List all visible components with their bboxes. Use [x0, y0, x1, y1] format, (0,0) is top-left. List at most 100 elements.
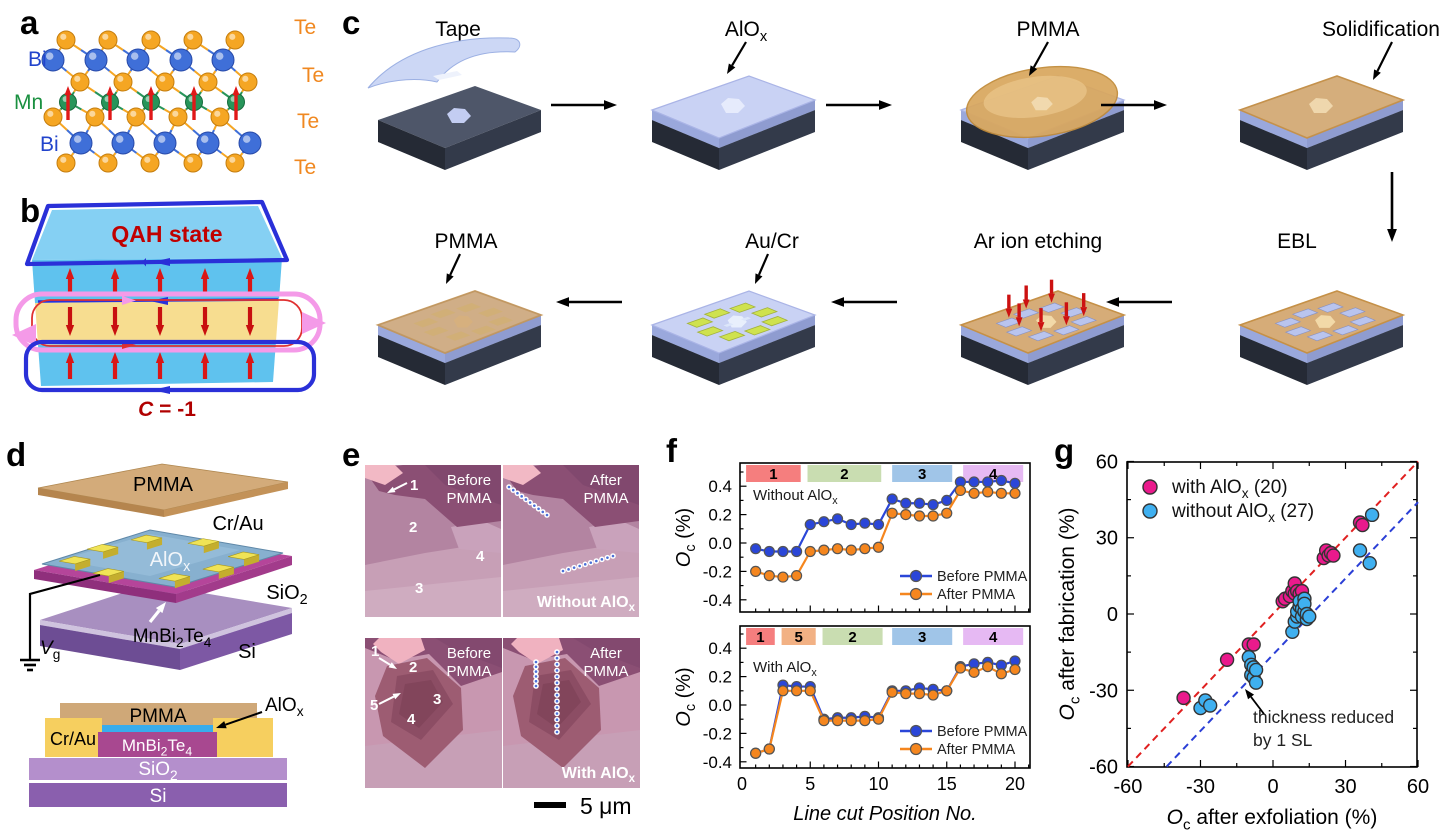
- svg-text:Without AlOx: Without AlOx: [537, 594, 636, 614]
- fabrication-step-tape-illustration: [358, 28, 558, 178]
- svg-text:-30: -30: [1089, 680, 1118, 702]
- step-label-ar-etching: Ar ion etching: [973, 230, 1103, 253]
- svg-text:0.4: 0.4: [708, 639, 732, 658]
- svg-text:-0.2: -0.2: [703, 724, 732, 743]
- svg-text:Mn: Mn: [14, 91, 43, 114]
- svg-text:Cr/Au: Cr/Au: [50, 729, 96, 749]
- panel-label-e: e: [342, 436, 361, 473]
- svg-text:3: 3: [918, 466, 926, 483]
- svg-text:Oc (%): Oc (%): [673, 667, 699, 726]
- svg-text:4: 4: [989, 466, 998, 483]
- svg-text:60: 60: [1407, 776, 1429, 798]
- step-label-aucr: Au/Cr: [745, 230, 799, 253]
- svg-text:AlOx: AlOx: [150, 549, 191, 575]
- svg-text:Te: Te: [302, 64, 324, 87]
- svg-text:Cr/Au: Cr/Au: [212, 513, 263, 535]
- svg-text:0.2: 0.2: [708, 506, 732, 525]
- fabrication-step-ebl-illustration: [1220, 243, 1420, 393]
- svg-text:-0.2: -0.2: [703, 562, 732, 581]
- svg-text:30: 30: [1334, 776, 1356, 798]
- svg-text:1: 1: [756, 629, 764, 646]
- svg-text:0.4: 0.4: [708, 477, 732, 496]
- svg-text:PMMA: PMMA: [130, 706, 187, 727]
- svg-text:AlOx: AlOx: [265, 695, 304, 719]
- svg-text:PMMA: PMMA: [584, 490, 629, 507]
- fabrication-step-aucr-illustration: [632, 243, 832, 393]
- svg-text:-30: -30: [1186, 776, 1215, 798]
- svg-text:0: 0: [737, 774, 747, 794]
- panel-label-c: c: [342, 4, 361, 41]
- svg-text:3: 3: [433, 691, 441, 708]
- step-label-pmma-cover: PMMA: [434, 230, 498, 253]
- svg-text:1: 1: [371, 643, 379, 660]
- svg-text:-0.4: -0.4: [703, 753, 732, 772]
- step-label-solidification: Solidification: [1322, 18, 1440, 41]
- svg-text:Oc after exfoliation (%): Oc after exfoliation (%): [1167, 806, 1378, 834]
- svg-text:With AlOx: With AlOx: [753, 659, 817, 679]
- svg-text:without AlOx (27): without AlOx (27): [1171, 501, 1314, 525]
- svg-text:4: 4: [989, 629, 998, 646]
- svg-text:5 μm: 5 μm: [580, 793, 632, 819]
- step-label-tape: Tape: [435, 18, 481, 41]
- fabrication-step-etch-illustration: [941, 243, 1141, 393]
- svg-text:QAH state: QAH state: [111, 221, 222, 247]
- svg-text:Without AlOx: Without AlOx: [753, 487, 838, 507]
- fabrication-step-alox-illustration: [632, 28, 832, 178]
- scatter-chart: -60 -30 0 30 60 60 30 0 -30 -60 with AlOx (20) with…: [1050, 430, 1446, 838]
- svg-text:PMMA: PMMA: [447, 490, 492, 507]
- svg-text:0: 0: [1267, 776, 1278, 798]
- device-3d-schematic: PMMA Vg Cr/Au AlOx SiO2 MnBi2Te4 Si: [0, 442, 335, 692]
- svg-text:SiO2: SiO2: [266, 582, 307, 608]
- svg-text:MnBi2Te4: MnBi2Te4: [133, 626, 212, 650]
- svg-text:5: 5: [794, 629, 802, 646]
- svg-text:5: 5: [370, 697, 378, 714]
- svg-text:with AlOx (20): with AlOx (20): [1171, 477, 1288, 501]
- panel-label-b: b: [20, 192, 41, 229]
- svg-text:by 1 SL: by 1 SL: [1253, 730, 1313, 750]
- svg-text:3: 3: [918, 629, 926, 646]
- svg-text:0.0: 0.0: [708, 696, 732, 715]
- svg-text:4: 4: [407, 711, 416, 728]
- svg-text:After PMMA: After PMMA: [937, 587, 1015, 603]
- svg-text:Before: Before: [447, 472, 491, 489]
- svg-text:After: After: [590, 645, 622, 662]
- svg-text:30: 30: [1096, 528, 1118, 550]
- svg-text:Vg: Vg: [40, 638, 60, 662]
- svg-text:Before: Before: [447, 645, 491, 662]
- fabrication-step-pmma-cover-illustration: [358, 243, 558, 393]
- svg-text:Te: Te: [294, 16, 316, 39]
- step-label-alox: AlOx: [724, 18, 768, 46]
- svg-text:0.2: 0.2: [708, 668, 732, 687]
- svg-text:Line cut Position No.: Line cut Position No.: [793, 803, 976, 825]
- svg-text:3: 3: [415, 580, 423, 597]
- svg-text:SiO2: SiO2: [138, 759, 177, 783]
- svg-text:PMMA: PMMA: [584, 663, 629, 680]
- svg-text:2: 2: [409, 519, 417, 536]
- svg-text:4: 4: [476, 548, 485, 565]
- fabrication-step-pmma-illustration: [941, 28, 1141, 178]
- svg-text:0: 0: [1107, 604, 1118, 626]
- optical-images-panel: Before PMMA 1 2 4 3 After PMMA Without AlOx Befor…: [330, 430, 660, 838]
- fabrication-step-solidification-illustration: [1220, 28, 1420, 178]
- svg-text:0.0: 0.0: [708, 534, 732, 553]
- panel-label-g: g: [1054, 432, 1075, 469]
- svg-text:Bi: Bi: [28, 48, 47, 71]
- svg-text:5: 5: [805, 774, 815, 794]
- step-label-pmma-spin: PMMA: [1016, 18, 1080, 41]
- svg-text:C = -1: C = -1: [138, 398, 196, 421]
- svg-text:With AlOx: With AlOx: [562, 765, 636, 785]
- svg-text:2: 2: [409, 659, 417, 676]
- flow-arrows: [330, 0, 1446, 430]
- svg-text:Bi: Bi: [40, 133, 59, 156]
- svg-text:Te: Te: [294, 156, 316, 179]
- svg-text:20: 20: [1005, 774, 1025, 794]
- svg-text:Oc (%): Oc (%): [673, 508, 699, 567]
- line-cut-charts: 1 2 3 4 0.4 0.2 0.0 -0.2 -0.4 Without AlOx Before …: [660, 430, 1050, 838]
- step-label-ebl: EBL: [1277, 230, 1317, 253]
- svg-text:Oc after fabrication (%): Oc after fabrication (%): [1056, 508, 1084, 721]
- svg-text:PMMA: PMMA: [447, 663, 492, 680]
- svg-text:Before PMMA: Before PMMA: [937, 724, 1028, 740]
- svg-text:2: 2: [848, 629, 856, 646]
- qah-state-diagram: QAH state C = -1: [10, 196, 332, 436]
- svg-text:15: 15: [937, 774, 957, 794]
